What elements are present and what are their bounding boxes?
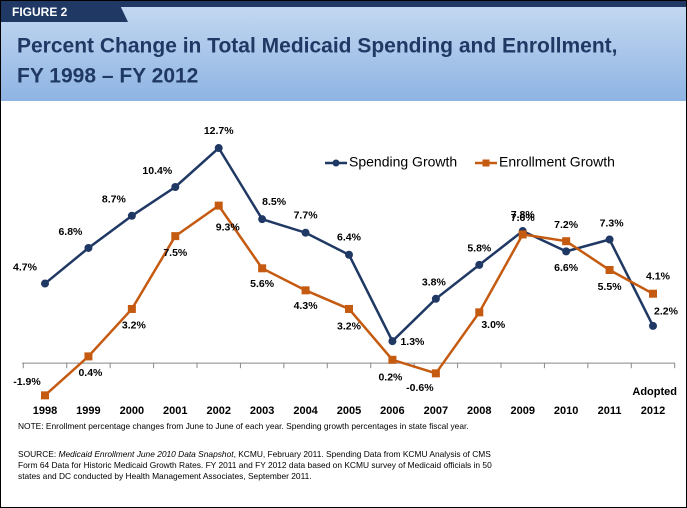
data-label: 7.5% — [163, 247, 188, 259]
data-label: 5.6% — [250, 278, 275, 290]
figure-label: FIGURE 2 — [12, 5, 68, 19]
x-tick-label: 2003 — [250, 405, 274, 417]
point — [171, 232, 180, 241]
point — [475, 260, 484, 269]
figure-tab — [1, 1, 128, 22]
data-label: 3.2% — [122, 320, 147, 332]
point — [84, 352, 93, 361]
point — [41, 391, 49, 400]
point — [562, 237, 571, 246]
data-label: 0.2% — [378, 372, 403, 384]
point — [171, 182, 180, 191]
point — [41, 279, 49, 288]
point — [431, 294, 440, 303]
data-label: 0.4% — [78, 367, 103, 379]
point — [388, 355, 397, 364]
chart-title: FY 1998 – FY 2012 — [17, 65, 198, 88]
point — [301, 228, 310, 237]
data-label: 5.5% — [598, 281, 623, 293]
data-label: 7.3% — [600, 217, 625, 229]
header-bar — [1, 1, 686, 7]
data-label: -1.9% — [13, 376, 41, 388]
data-label: 3.8% — [422, 277, 447, 289]
chart-title: Percent Change in Total Medicaid Spendin… — [17, 35, 618, 58]
data-label: 9.3% — [216, 221, 241, 233]
x-tick-label: 1998 — [33, 405, 57, 417]
data-label: 4.1% — [646, 270, 671, 282]
point — [345, 304, 353, 313]
legend-marker — [332, 159, 340, 167]
x-tick-label: 2006 — [380, 405, 404, 417]
point — [258, 264, 267, 273]
data-label: 7.2% — [554, 219, 579, 231]
annotation: Adopted — [632, 386, 677, 398]
legend-marker — [482, 159, 490, 167]
x-tick-label: 2004 — [293, 405, 318, 417]
point — [605, 235, 614, 244]
source-text: , KCMU, February 2011. Spending Data fro… — [18, 449, 492, 481]
data-label: 6.4% — [337, 232, 362, 244]
data-label: 12.7% — [204, 125, 234, 137]
x-tick-label: 2007 — [424, 405, 448, 417]
data-label: 4.7% — [13, 261, 38, 273]
x-tick-label: 2001 — [163, 405, 187, 417]
point — [562, 247, 571, 256]
data-label: 7.6% — [511, 212, 536, 224]
data-label: 5.8% — [467, 243, 492, 255]
x-tick-label: 2009 — [510, 405, 534, 417]
legend-label: Enrollment Growth — [499, 154, 615, 170]
point — [605, 266, 614, 274]
point — [475, 308, 484, 317]
point — [84, 243, 93, 252]
legend-label: Spending Growth — [349, 154, 457, 170]
data-label: 2.2% — [654, 306, 679, 318]
point — [431, 369, 440, 378]
data-label: 3.0% — [481, 319, 506, 331]
point — [649, 289, 657, 298]
source-title: Medicaid Enrollment June 2010 Data Snaps… — [58, 449, 234, 459]
data-label: -0.6% — [406, 382, 434, 394]
point — [301, 286, 310, 295]
point — [258, 215, 267, 224]
data-label: 6.6% — [554, 262, 579, 274]
point — [127, 211, 136, 220]
x-tick-label: 2011 — [598, 405, 622, 417]
point — [388, 337, 397, 346]
data-label: 10.4% — [142, 165, 172, 177]
source-label: SOURCE: — [18, 449, 59, 459]
data-label: 1.3% — [400, 336, 425, 348]
data-label: 3.2% — [337, 321, 362, 333]
point — [649, 321, 657, 330]
x-tick-label: 2005 — [337, 405, 361, 417]
data-label: 7.7% — [294, 210, 319, 222]
point — [127, 304, 136, 313]
note: NOTE: Enrollment percentage changes from… — [18, 421, 469, 431]
data-label: 8.7% — [102, 194, 127, 206]
data-label: 7.8% — [511, 209, 536, 221]
point — [214, 201, 223, 210]
point — [518, 230, 527, 239]
data-label: 8.5% — [262, 196, 287, 208]
point — [214, 144, 223, 153]
x-tick-label: 2002 — [206, 405, 230, 417]
x-tick-label: 2000 — [120, 405, 144, 417]
x-tick-label: 2010 — [554, 405, 578, 417]
data-label: 6.8% — [58, 226, 83, 238]
x-tick-label: 2012 — [641, 405, 665, 417]
x-tick-label: 2008 — [467, 405, 491, 417]
x-tick-label: 1999 — [76, 405, 100, 417]
data-label: 4.3% — [294, 300, 319, 312]
point — [345, 250, 353, 259]
source: SOURCE: Medicaid Enrollment June 2010 Da… — [18, 449, 498, 482]
